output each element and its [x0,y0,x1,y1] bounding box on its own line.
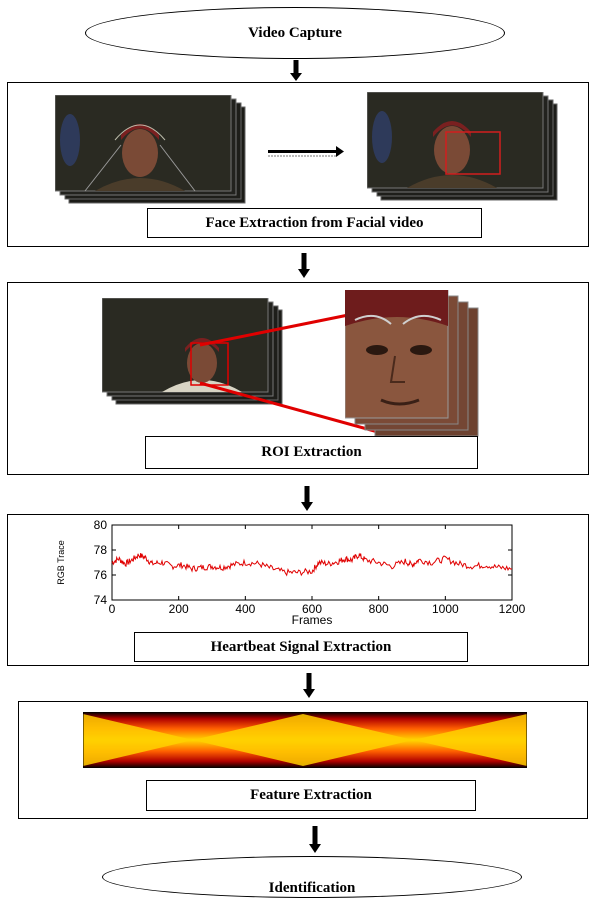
video-frames-stack [55,95,246,204]
arrow-down-icon [303,673,315,698]
series-line-0 [111,552,513,577]
roi-extraction-label-box: ROI Extraction [145,436,478,469]
x-axis-label: Frames [292,613,333,626]
y-tick-label: 74 [94,593,108,607]
arrow-down-icon [301,486,313,511]
roi-face-crops [345,290,479,437]
y-tick-label: 80 [94,518,108,532]
x-tick-label: 1200 [499,602,526,616]
rgb-trace-chart: 0 200 400 600 800 1000 1200 74 76 78 80 Frames RGB T… [56,518,526,626]
video-capture-node: Video Capture [85,7,505,59]
arrow-right-icon [268,146,344,157]
arrow-down-icon [298,253,310,278]
x-tick-label: 1000 [432,602,459,616]
x-tick-label: 600 [302,602,322,616]
y-tick-label: 78 [94,543,108,557]
y-axis-label: RGB Trace [56,540,66,585]
face-extraction-label: Face Extraction from Facial video [205,214,424,231]
identification-node: Identification [102,856,522,898]
arrow-down-icon [290,60,302,81]
x-tick-label: 800 [369,602,389,616]
roi-frames-stack [102,298,283,405]
feature-label: Feature Extraction [250,787,372,803]
x-tick-label: 400 [235,602,255,616]
identification-label: Identification [268,879,356,896]
video-capture-label: Video Capture [248,24,342,41]
heartbeat-label: Heartbeat Signal Extraction [210,638,392,655]
y-tick-label: 76 [94,568,108,582]
feature-label-box: Feature Extraction [146,780,476,811]
x-tick-label: 200 [169,602,189,616]
x-tick-label: 0 [109,602,116,616]
face-extraction-label-box: Face Extraction from Facial video [147,208,482,238]
heartbeat-label-box: Heartbeat Signal Extraction [134,632,468,662]
roi-extraction-label: ROI Extraction [261,444,362,460]
feature-heatmap [83,712,527,768]
arrow-down-icon [309,826,321,853]
detected-face-frames [367,92,558,201]
